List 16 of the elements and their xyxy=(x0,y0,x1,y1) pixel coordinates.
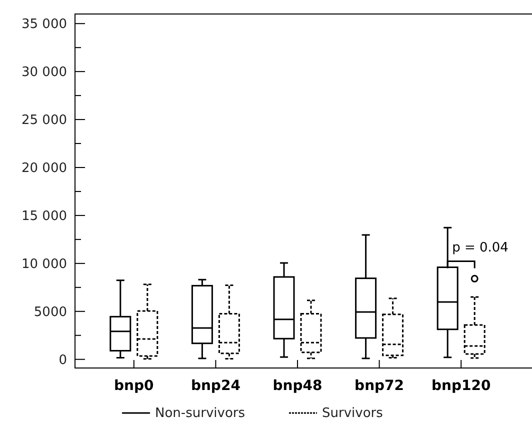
y-tick-label: 20 000 xyxy=(22,161,67,176)
y-tick-label: 35 000 xyxy=(22,17,67,32)
legend-label: Survivors xyxy=(322,406,384,421)
y-tick-label: 5000 xyxy=(34,304,67,320)
x-tick-label: bnp72 xyxy=(354,378,404,394)
y-tick-label: 30 000 xyxy=(22,65,67,80)
y-tick-label: 0 xyxy=(58,352,67,368)
y-tick-label: 10 000 xyxy=(22,256,67,272)
x-tick-label: bnp120 xyxy=(431,378,491,394)
y-tick-label: 25 000 xyxy=(22,113,67,128)
x-tick-label: bnp0 xyxy=(114,378,154,394)
x-tick-label: bnp24 xyxy=(190,378,241,394)
x-tick-label: bnp48 xyxy=(272,378,322,394)
y-tick-label: 15 000 xyxy=(22,209,67,224)
annotation: p = 0.04 xyxy=(452,240,508,256)
legend-label: Non-survivors xyxy=(155,406,246,421)
